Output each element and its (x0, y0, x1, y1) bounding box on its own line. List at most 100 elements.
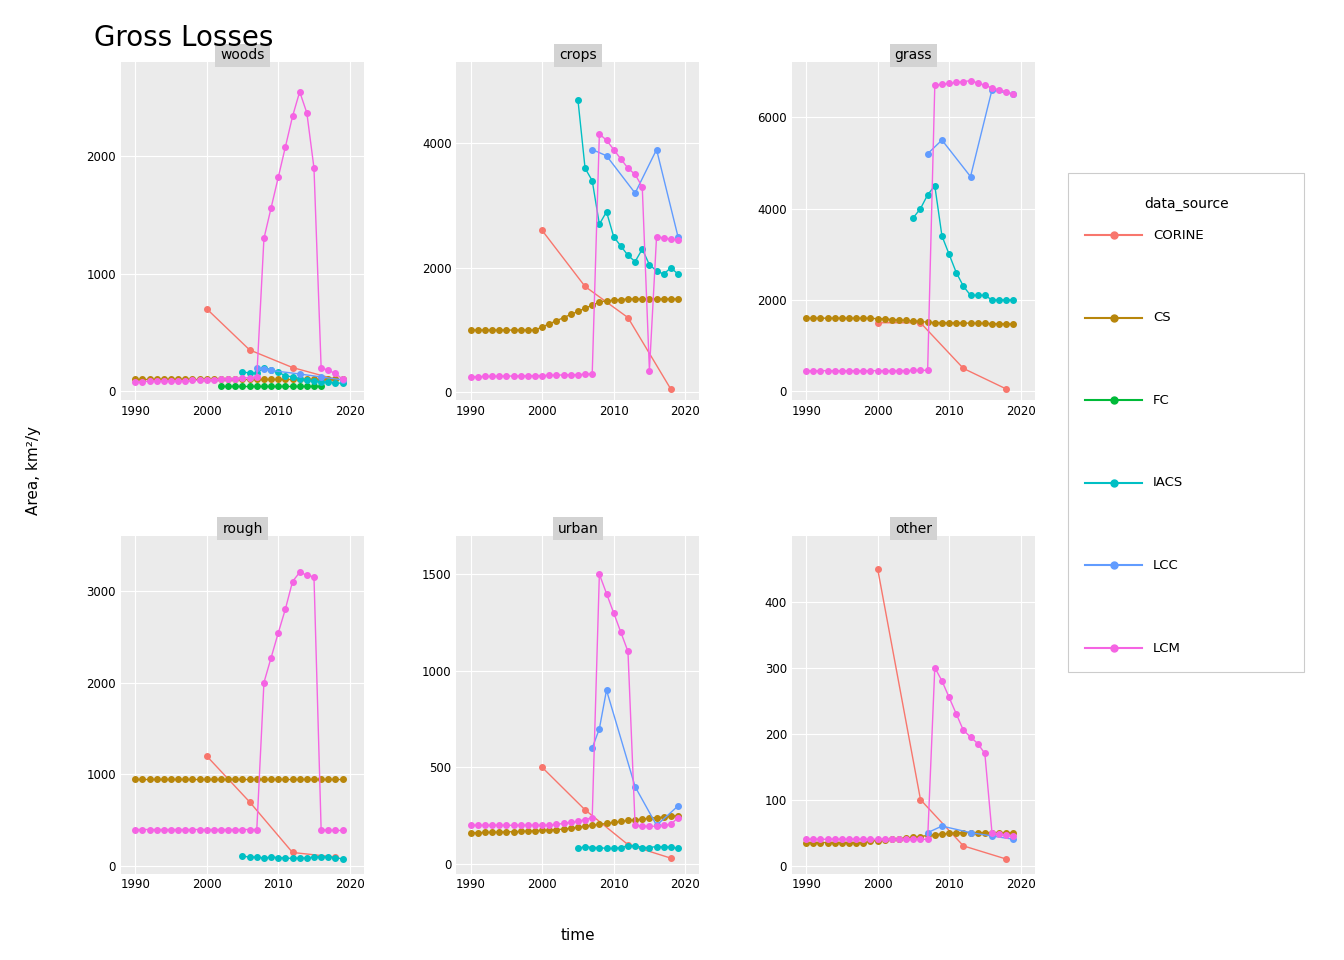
IACS (234, 367, 250, 378)
CS (249, 373, 265, 385)
Line: LCC: LCC (925, 824, 1016, 842)
IACS (634, 244, 650, 255)
LCC (585, 144, 601, 156)
CS (542, 318, 558, 329)
CORINE (913, 794, 929, 805)
LCC (598, 150, 614, 161)
IACS (570, 843, 586, 854)
CS (220, 773, 237, 784)
CS (841, 312, 857, 324)
LCC (962, 827, 978, 838)
LCM (212, 373, 228, 385)
IACS (620, 840, 636, 852)
Text: crops: crops (559, 48, 597, 62)
FC (306, 380, 323, 392)
LCM (177, 375, 194, 387)
LCM (563, 369, 579, 380)
CS (212, 373, 228, 385)
Line: CORINE: CORINE (539, 764, 673, 861)
CS (555, 824, 571, 835)
CS (841, 837, 857, 849)
Text: other: other (895, 521, 931, 536)
CORINE (534, 761, 550, 773)
LCM (270, 627, 286, 638)
LCM (620, 646, 636, 658)
LCM (156, 375, 172, 387)
LCM (255, 677, 271, 688)
CS (313, 773, 329, 784)
LCM (805, 833, 821, 845)
IACS (948, 267, 964, 278)
LCC (669, 801, 685, 812)
IACS (298, 374, 314, 386)
IACS (242, 852, 258, 863)
LCM (277, 603, 293, 614)
CS (563, 823, 579, 834)
LCM (634, 821, 650, 832)
LCM (220, 373, 237, 385)
CORINE (328, 852, 344, 863)
CS (462, 828, 478, 839)
Text: woods: woods (220, 48, 265, 62)
LCM (263, 652, 280, 663)
Line: CORINE: CORINE (875, 565, 1009, 862)
LCM (577, 369, 593, 380)
IACS (641, 842, 657, 853)
IACS (613, 240, 629, 252)
IACS (649, 265, 665, 276)
LCM (884, 833, 900, 845)
CS (649, 812, 665, 824)
LCM (520, 820, 536, 831)
IACS (335, 853, 351, 865)
IACS (941, 249, 957, 260)
CS (999, 827, 1015, 838)
CS (628, 814, 644, 826)
Line: IACS: IACS (575, 843, 681, 852)
Text: urban: urban (558, 521, 598, 536)
IACS (277, 370, 293, 381)
IACS (591, 219, 607, 230)
IACS (991, 294, 1007, 305)
Line: CS: CS (468, 813, 681, 836)
LCM (298, 108, 314, 119)
LCM (585, 369, 601, 380)
LCM (292, 86, 308, 98)
CS (906, 831, 922, 843)
LCM (184, 374, 200, 386)
IACS (328, 852, 344, 863)
CS (206, 373, 222, 385)
LCM (227, 372, 243, 384)
CS (884, 833, 900, 845)
LCM (841, 833, 857, 845)
LCM (128, 824, 144, 835)
IACS (277, 852, 293, 864)
LCC (628, 780, 644, 792)
CS (555, 312, 571, 324)
CS (270, 773, 286, 784)
LCM (313, 824, 329, 835)
CS (656, 811, 672, 823)
IACS (913, 203, 929, 214)
CS (570, 305, 586, 317)
CS (591, 297, 607, 308)
CS (199, 373, 215, 385)
LCM (212, 824, 228, 835)
LCM (534, 820, 550, 831)
LCM (663, 819, 679, 830)
LCM (876, 833, 892, 845)
LCM (534, 370, 550, 381)
LCM (1005, 88, 1021, 100)
LCM (991, 84, 1007, 96)
Line: LCM: LCM (133, 569, 345, 833)
LCM (462, 820, 478, 831)
CS (891, 833, 907, 845)
CS (891, 314, 907, 325)
CORINE (663, 383, 679, 395)
CS (941, 317, 957, 328)
IACS (656, 268, 672, 279)
IACS (320, 376, 336, 388)
Line: IACS: IACS (575, 97, 681, 276)
CS (641, 812, 657, 824)
LCM (306, 162, 323, 174)
IACS (577, 841, 593, 852)
